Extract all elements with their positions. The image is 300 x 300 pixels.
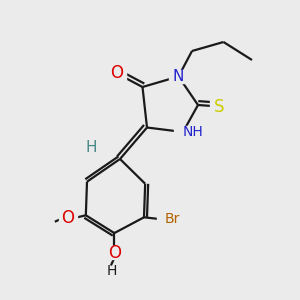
Text: NH: NH <box>183 125 204 139</box>
Bar <box>105 246 123 259</box>
Text: O: O <box>61 209 74 227</box>
Text: Br: Br <box>165 212 180 226</box>
Bar <box>107 266 116 275</box>
Text: S: S <box>214 98 224 116</box>
Bar <box>59 212 77 225</box>
Bar <box>62 213 74 224</box>
Text: H: H <box>86 140 97 154</box>
Bar <box>210 100 228 113</box>
Text: H: H <box>106 264 116 278</box>
Text: O: O <box>110 64 124 82</box>
Bar <box>174 126 192 138</box>
Text: O: O <box>108 244 121 262</box>
Bar <box>108 67 126 80</box>
Bar <box>157 213 173 224</box>
Bar <box>85 142 98 152</box>
Bar <box>169 70 188 83</box>
Bar <box>108 247 120 258</box>
Text: N: N <box>173 69 184 84</box>
